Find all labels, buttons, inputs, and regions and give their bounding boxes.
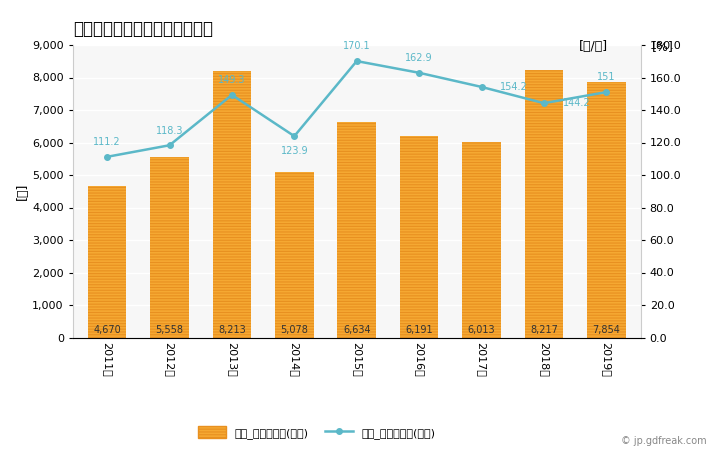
- Text: 123.9: 123.9: [280, 146, 308, 156]
- Text: [%]: [%]: [652, 40, 673, 54]
- Y-axis label: [㎡]: [㎡]: [16, 183, 29, 200]
- Text: 154.2: 154.2: [500, 82, 528, 92]
- Text: 118.3: 118.3: [156, 126, 183, 135]
- Text: 162.9: 162.9: [405, 53, 433, 63]
- Bar: [400, 136, 438, 338]
- 木造_平均床面積(右軸): [539, 100, 548, 106]
- Text: 6,634: 6,634: [343, 325, 371, 335]
- 木造_平均床面積(右軸): [477, 84, 486, 90]
- Bar: [587, 82, 625, 338]
- Legend: 木造_床面積合計(左軸), 木造_平均床面積(右軸): 木造_床面積合計(左軸), 木造_平均床面積(右軸): [194, 422, 440, 443]
- 木造_平均床面積(右軸): [290, 134, 298, 139]
- 木造_平均床面積(右軸): [602, 90, 611, 95]
- 木造_平均床面積(右軸): [103, 154, 111, 159]
- Text: 151: 151: [597, 72, 616, 82]
- Text: 木造建築物の床面積合計の推移: 木造建築物の床面積合計の推移: [73, 20, 213, 38]
- Text: 6,191: 6,191: [405, 325, 433, 335]
- Text: 5,558: 5,558: [156, 325, 183, 335]
- Text: © jp.gdfreak.com: © jp.gdfreak.com: [620, 436, 706, 446]
- Text: [㎡/棟]: [㎡/棟]: [579, 40, 608, 54]
- Text: 149.3: 149.3: [218, 75, 245, 85]
- Bar: [525, 71, 563, 338]
- Bar: [337, 122, 376, 338]
- Text: 170.1: 170.1: [343, 41, 371, 51]
- Bar: [150, 157, 189, 338]
- Text: 7,854: 7,854: [593, 325, 620, 335]
- Line: 木造_平均床面積(右軸): 木造_平均床面積(右軸): [104, 58, 609, 160]
- Text: 5,078: 5,078: [280, 325, 308, 335]
- Text: 4,670: 4,670: [93, 325, 121, 335]
- 木造_平均床面積(右軸): [228, 92, 237, 98]
- Bar: [88, 186, 127, 338]
- Bar: [213, 71, 251, 338]
- 木造_平均床面積(右軸): [165, 143, 174, 148]
- Text: 6,013: 6,013: [467, 325, 495, 335]
- 木造_平均床面積(右軸): [352, 58, 361, 64]
- Bar: [462, 142, 501, 338]
- Text: 8,213: 8,213: [218, 325, 246, 335]
- Text: 8,217: 8,217: [530, 325, 558, 335]
- Text: 111.2: 111.2: [93, 137, 121, 147]
- 木造_平均床面積(右軸): [415, 70, 424, 76]
- Bar: [275, 172, 314, 338]
- Text: 144.2: 144.2: [563, 98, 590, 108]
